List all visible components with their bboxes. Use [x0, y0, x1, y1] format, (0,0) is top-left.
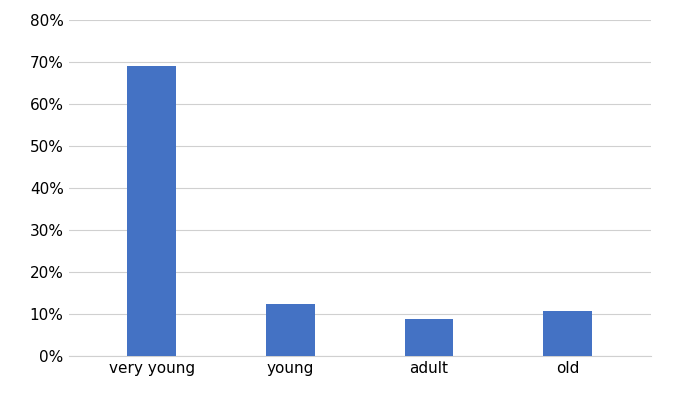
Bar — [405, 319, 453, 356]
Bar — [543, 311, 592, 356]
Bar — [127, 66, 176, 356]
Bar — [266, 304, 314, 356]
